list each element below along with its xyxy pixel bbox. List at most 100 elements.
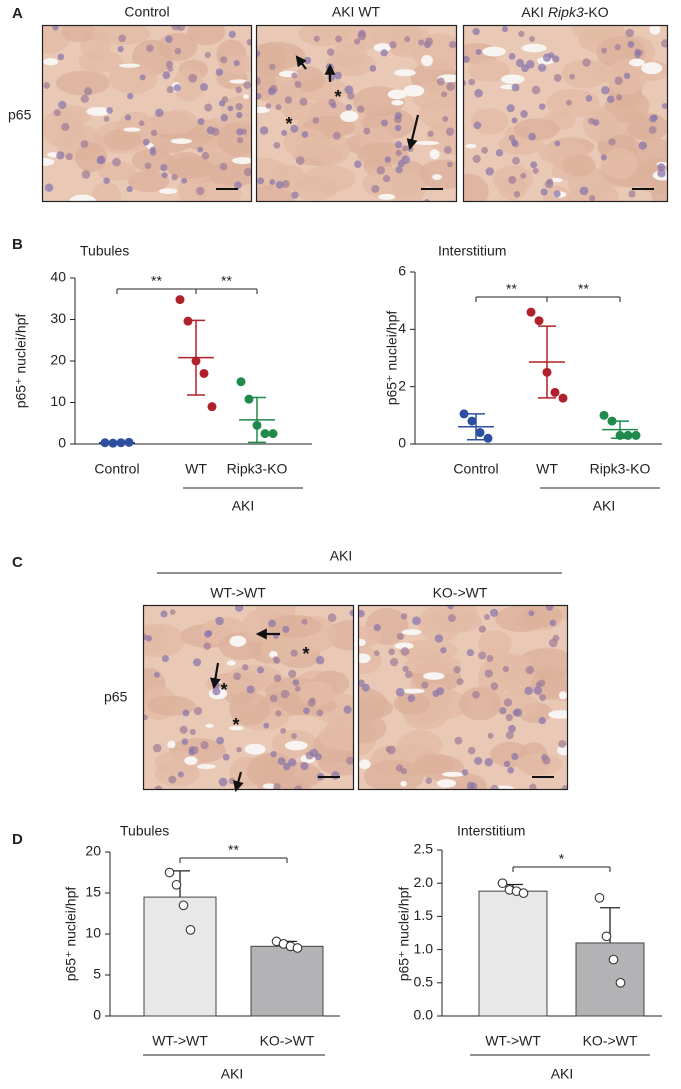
nucleus xyxy=(301,131,309,138)
nucleus xyxy=(606,95,615,103)
nucleus xyxy=(312,117,320,124)
nucleus xyxy=(354,160,362,169)
nucleus xyxy=(515,58,525,68)
nucleus xyxy=(118,34,127,43)
nucleus xyxy=(212,687,221,696)
data-point xyxy=(268,429,278,439)
nucleus xyxy=(539,694,547,701)
nucleus xyxy=(394,140,403,149)
nucleus xyxy=(531,85,541,95)
nucleus xyxy=(501,26,509,33)
cell xyxy=(426,118,457,155)
nucleus xyxy=(484,669,493,678)
lumen xyxy=(414,141,440,146)
y-tick-label: 15 xyxy=(85,884,101,900)
nucleus xyxy=(295,156,305,165)
nucleus xyxy=(407,694,416,703)
nucleus xyxy=(490,682,499,691)
lumen xyxy=(373,43,392,52)
data-point xyxy=(497,878,508,889)
data-point xyxy=(236,377,246,387)
nucleus xyxy=(487,732,494,739)
cell xyxy=(477,630,512,658)
micrograph xyxy=(256,25,457,202)
bar xyxy=(575,942,645,1017)
x-tick-label: Ripk3-KO xyxy=(590,461,651,477)
nucleus xyxy=(388,648,395,656)
nucleus xyxy=(326,48,335,56)
nucleus xyxy=(269,179,276,185)
nucleus xyxy=(442,115,449,122)
data-point xyxy=(483,433,493,443)
lumen xyxy=(205,723,214,728)
data-point xyxy=(607,416,617,426)
data-point xyxy=(601,931,612,942)
nucleus xyxy=(553,73,562,82)
nucleus xyxy=(246,685,255,694)
nucleus xyxy=(257,666,265,674)
nucleus xyxy=(269,694,278,703)
nucleus xyxy=(309,748,319,758)
y-tick-label: 40 xyxy=(50,269,66,285)
nucleus xyxy=(80,139,89,148)
y-tick-label: 20 xyxy=(50,352,66,368)
y-tick-label: 2 xyxy=(398,377,406,393)
column-label: AKI Ripk3-KO xyxy=(521,4,608,20)
lumen xyxy=(232,157,252,165)
nucleus xyxy=(168,775,177,784)
cell xyxy=(186,25,225,46)
nucleus xyxy=(445,127,455,136)
nucleus xyxy=(219,162,228,171)
nucleus xyxy=(385,746,392,753)
nucleus xyxy=(291,733,297,739)
y-axis-label: p65⁺ nuclei/hpf xyxy=(63,887,79,982)
y-tick-label: 10 xyxy=(50,393,66,409)
nucleus xyxy=(273,674,282,683)
nucleus xyxy=(182,709,190,717)
nucleus xyxy=(513,708,523,717)
data-point xyxy=(542,367,552,377)
nucleus xyxy=(165,60,174,69)
lumen xyxy=(391,100,404,106)
nucleus xyxy=(228,30,236,38)
cell xyxy=(546,88,600,118)
nucleus xyxy=(188,746,195,753)
lumen xyxy=(256,106,270,114)
lumen xyxy=(421,55,433,67)
lumen xyxy=(429,149,440,160)
nucleus xyxy=(440,647,447,654)
x-tick-label: KO->WT xyxy=(583,1033,638,1049)
bar xyxy=(478,890,548,1017)
nucleus xyxy=(281,179,290,188)
nucleus xyxy=(453,666,461,674)
nucleus xyxy=(143,714,148,721)
nucleus xyxy=(472,27,480,36)
cell xyxy=(583,108,619,143)
nucleus xyxy=(327,613,337,622)
cell xyxy=(128,170,170,193)
nucleus xyxy=(474,88,483,98)
column-label: WT->WT xyxy=(210,585,266,601)
cell xyxy=(516,753,562,776)
nucleus xyxy=(373,623,381,632)
data-point xyxy=(207,402,217,412)
nucleus xyxy=(511,83,520,92)
lumen xyxy=(196,764,216,770)
nucleus xyxy=(484,757,493,767)
y-tick-label: 1.0 xyxy=(414,940,434,956)
cell xyxy=(650,177,668,202)
group-label: AKI xyxy=(330,548,353,564)
nucleus xyxy=(197,118,205,125)
nucleus xyxy=(530,161,538,169)
nucleus xyxy=(142,138,150,146)
nucleus xyxy=(301,618,308,625)
y-axis-label: p65⁺ nuclei/hpf xyxy=(384,311,400,406)
cell xyxy=(298,25,350,47)
nucleus xyxy=(167,66,174,72)
panel-letter: A xyxy=(12,5,23,22)
nucleus xyxy=(234,181,242,190)
nucleus xyxy=(505,714,513,722)
nucleus xyxy=(582,58,591,67)
nucleus xyxy=(80,94,89,104)
